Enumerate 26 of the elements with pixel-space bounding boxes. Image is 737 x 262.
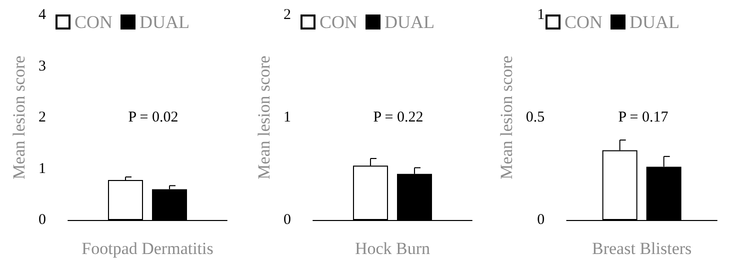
y-axis-title: Mean lesion score: [10, 56, 29, 180]
y-tick-label: 0: [284, 212, 291, 228]
legend-label: CON: [320, 12, 358, 32]
y-tick-label: 0.5: [526, 110, 545, 126]
legend-label: CON: [564, 12, 603, 32]
y-tick-label: 4: [38, 7, 46, 23]
y-tick-label: 1: [284, 110, 291, 126]
legend-label: DUAL: [630, 12, 680, 32]
y-tick-label: 0: [537, 212, 545, 228]
y-axis-title: Mean lesion score: [497, 56, 516, 180]
annotation: P = 0.02: [128, 110, 178, 126]
y-axis-title: Mean lesion score: [254, 56, 274, 180]
x-axis-title: Footpad Dermatitis: [82, 239, 214, 258]
y-tick-label: 1: [38, 160, 46, 177]
legend-label: DUAL: [384, 12, 435, 32]
y-tick-label: 2: [284, 7, 291, 23]
legend-label: DUAL: [140, 12, 190, 32]
y-tick-label: 3: [38, 58, 46, 74]
y-tick-label: 2: [38, 110, 46, 126]
y-tick-label: 1: [537, 7, 545, 23]
x-axis-title: Hock Burn: [354, 239, 431, 258]
annotation: P = 0.17: [618, 110, 669, 126]
x-axis-title: Breast Blisters: [592, 239, 692, 258]
annotation: P = 0.22: [373, 110, 424, 126]
y-tick-label: 0: [38, 212, 46, 228]
legend-label: CON: [74, 12, 113, 32]
